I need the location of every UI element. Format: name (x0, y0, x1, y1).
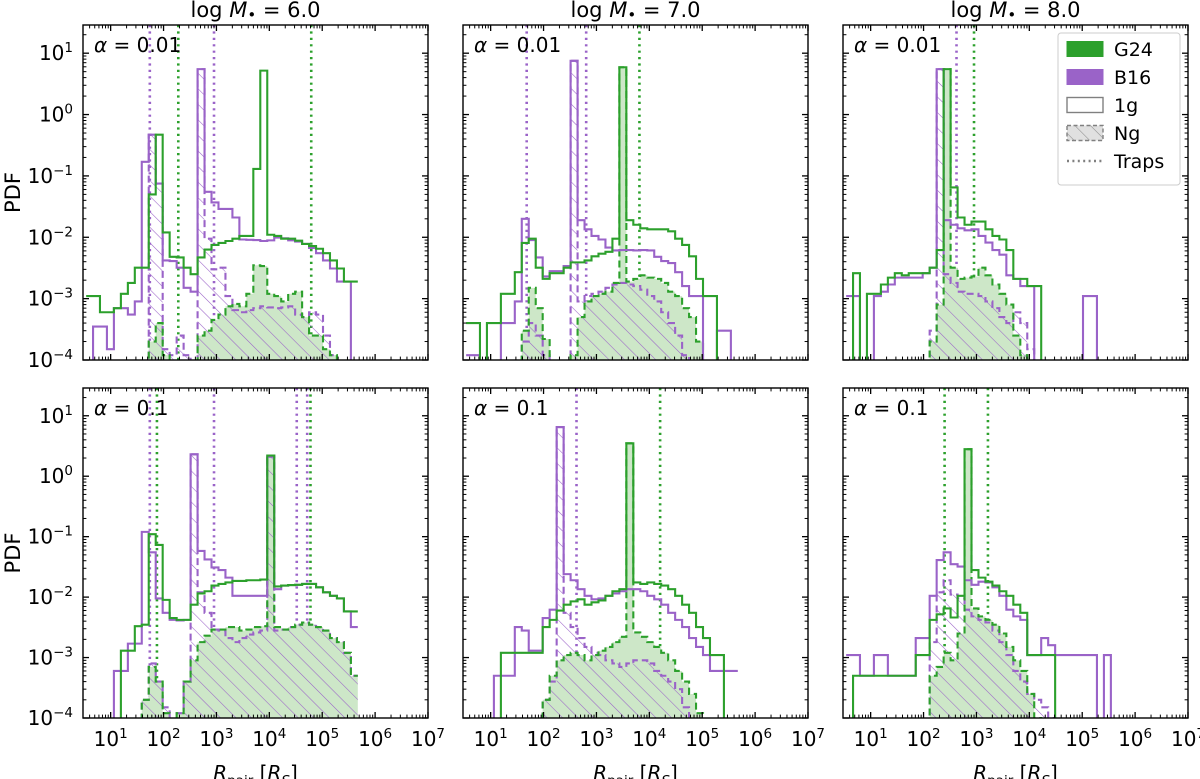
x-tick-label: 105 (305, 726, 339, 751)
x-tick-label: 107 (411, 726, 445, 751)
series-b16-1g-line (92, 68, 352, 360)
y-tick-label: 10−2 (28, 224, 73, 249)
series-g24-1g-line (499, 442, 725, 718)
column-title-1: log M• = 7.0 (570, 0, 700, 24)
y-tick-label: 10−3 (28, 286, 73, 311)
alpha-annotation-r1c0: α = 0.1 (94, 396, 168, 420)
panel-ticks (82, 25, 429, 361)
x-tick-label: 103 (959, 726, 993, 751)
panel-r0c1: α = 0.01 (462, 24, 809, 361)
legend-swatch-g24 (1066, 41, 1104, 57)
x-tick-label: 105 (1065, 726, 1099, 751)
panel-frame (842, 24, 1189, 361)
x-tick-label: 101 (94, 726, 128, 751)
x-tick-label: 106 (738, 726, 772, 751)
panel-r1c1: α = 0.1 (462, 387, 809, 719)
x-tick-label: 106 (1118, 726, 1152, 751)
x-tick-label: 103 (579, 726, 613, 751)
panel-ticks (462, 25, 809, 361)
x-tick-label: 102 (907, 726, 941, 751)
series-b16-ng-hatch (466, 60, 738, 360)
y-tick-label: 10−4 (28, 705, 73, 730)
x-tick-label: 104 (252, 726, 286, 751)
y-tick-label: 10−4 (28, 347, 73, 372)
series-g24-1g-line (119, 454, 358, 718)
panel-frame (462, 387, 809, 719)
panel-frame (82, 24, 429, 361)
legend-label-ng: Ng (1114, 123, 1140, 145)
series-b16-ng-line (140, 453, 358, 718)
legend-swatch-b16 (1066, 69, 1104, 85)
series-b16-ng-line (520, 59, 691, 360)
alpha-annotation-r0c1: α = 0.01 (474, 33, 561, 57)
alpha-annotation-r1c1: α = 0.1 (474, 396, 548, 420)
legend-label-g24: G24 (1114, 39, 1153, 61)
alpha-annotation-r0c2: α = 0.01 (854, 33, 941, 57)
series-g24-1g-line (466, 66, 718, 360)
y-tick-label: 10−1 (28, 163, 73, 188)
y-axis-label: PDF (1, 533, 25, 574)
alpha-annotation-r1c2: α = 0.1 (854, 396, 928, 420)
y-tick-label: 100 (39, 102, 73, 127)
y-tick-label: 101 (39, 40, 73, 65)
y-tick-label: 101 (39, 403, 73, 428)
x-tick-label: 102 (147, 726, 181, 751)
legend-label-b16: B16 (1114, 67, 1151, 89)
x-tick-label: 106 (358, 726, 392, 751)
panel-frame (82, 387, 429, 719)
x-tick-label: 101 (474, 726, 508, 751)
series-b16-ng-hatch (86, 69, 358, 360)
panel-r1c2: α = 0.1 (842, 387, 1189, 719)
x-tick-label: 103 (199, 726, 233, 751)
series-b16-ng-line (928, 579, 1057, 718)
y-tick-label: 10−3 (28, 645, 73, 670)
panel-ticks (842, 388, 1189, 719)
panel-ticks (842, 25, 1189, 361)
alpha-annotation-r0c0: α = 0.01 (94, 33, 181, 57)
x-tick-label: 104 (632, 726, 666, 751)
series-b16-ng-hatch (846, 580, 1118, 718)
panel-r1c0: α = 0.1 (82, 387, 429, 719)
x-axis-label: Rpair [RS] (973, 761, 1058, 779)
legend-label-1g: 1g (1114, 95, 1138, 117)
series-g24-ng-line (520, 66, 705, 360)
legend-swatch-1g (1066, 96, 1104, 114)
series-g24-1g-line (852, 448, 1057, 718)
series-b16-ng-line (147, 68, 338, 360)
series-g24-ng-line (140, 454, 358, 718)
x-axis-label: Rpair [RS] (213, 761, 298, 779)
x-tick-label: 107 (1171, 726, 1200, 751)
x-tick-label: 101 (854, 726, 888, 751)
series-g24-1g-line (852, 68, 1043, 360)
column-title-2: log M• = 8.0 (950, 0, 1080, 24)
series-b16-1g-line (466, 59, 732, 360)
x-tick-label: 102 (527, 726, 561, 751)
panel-frame (842, 387, 1189, 719)
y-axis-label: PDF (1, 172, 25, 213)
panel-ticks (82, 388, 429, 719)
y-tick-label: 10−2 (28, 584, 73, 609)
panel-ticks (462, 388, 809, 719)
series-b16-ng-line (541, 426, 691, 718)
series-b16-ng-hatch (86, 454, 358, 718)
y-tick-label: 10−1 (28, 524, 73, 549)
legend-swatch-ng-hatch (1067, 125, 1103, 141)
legend[interactable]: G24 B16 1g Ng Traps (1057, 32, 1181, 186)
x-tick-label: 107 (791, 726, 825, 751)
y-tick-label: 100 (39, 463, 73, 488)
x-tick-label: 104 (1012, 726, 1046, 751)
series-b16-ng-hatch (466, 427, 738, 718)
panel-frame (462, 24, 809, 361)
series-g24-ng-line (541, 442, 705, 718)
series-b16-1g-line (846, 68, 1098, 360)
legend-label-traps: Traps (1113, 151, 1164, 173)
panel-r0c0: α = 0.01 (82, 24, 429, 361)
x-axis-label: Rpair [RS] (593, 761, 678, 779)
x-tick-label: 105 (685, 726, 719, 751)
column-title-0: log M• = 6.0 (190, 0, 320, 24)
series-g24-1g-line (86, 69, 358, 314)
series-b16-ng-hatch (846, 69, 1118, 360)
